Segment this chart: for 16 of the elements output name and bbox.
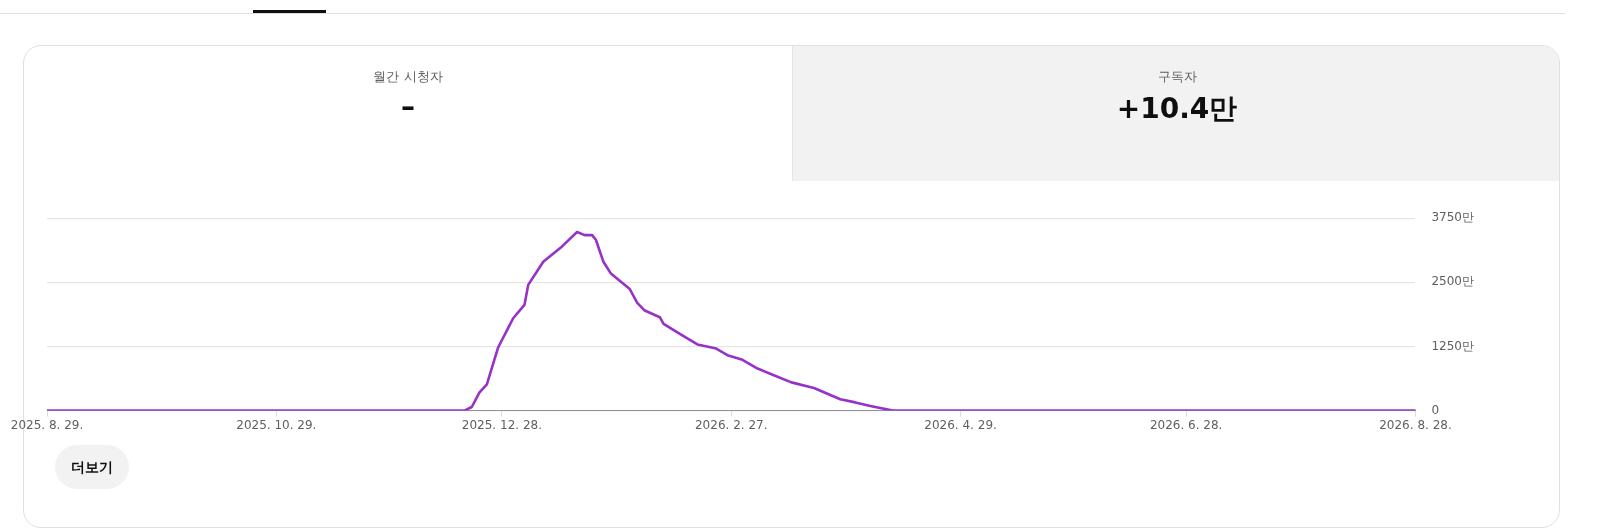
text: 구독자 [1156,68,1198,86]
text: 월간 시청자 [372,68,444,86]
text: – [400,90,416,123]
x-tick-label: 2026. 2. 27. [694,417,768,432]
y-tick-label: 0 [1431,402,1440,417]
x-tick-label: 2026. 6. 28. [1149,417,1223,432]
text: 더보기 [55,445,129,489]
text: +10.4만 [1115,91,1239,127]
x-tick-label: 2025. 8. 29. [10,417,84,432]
x-tick-label: 2026. 8. 28. [1379,417,1452,432]
x-tick-label: 2025. 12. 28. [461,417,542,432]
y-tick-label: 2500만 [1431,274,1475,289]
y-tick-label: 3750만 [1431,210,1475,225]
x-tick-label: 2025. 10. 29. [236,417,317,432]
x-tick-label: 2026. 4. 29. [924,417,997,432]
y-tick-label: 1250만 [1431,338,1475,353]
